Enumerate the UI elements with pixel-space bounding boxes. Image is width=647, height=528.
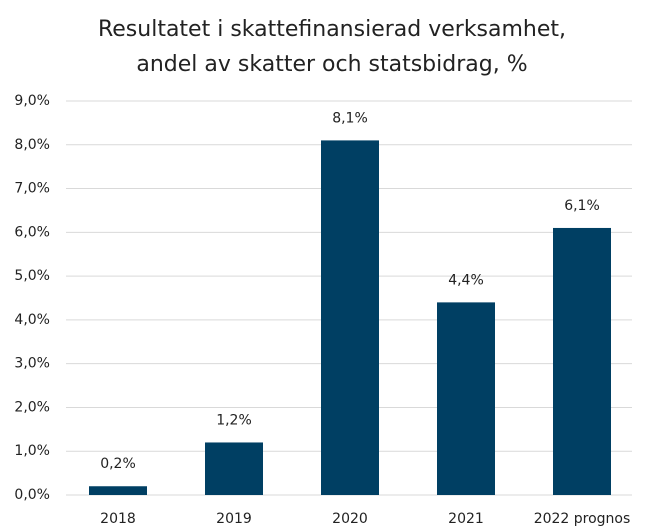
y-tick-label: 1,0% [14, 443, 50, 459]
x-tick-label: 2018 [100, 511, 136, 527]
x-tick-label: 2019 [216, 511, 252, 527]
y-tick-label: 3,0% [14, 356, 50, 372]
bar [553, 227, 611, 495]
y-tick-label: 9,0% [14, 93, 50, 109]
x-tick-label: 2020 [332, 511, 368, 527]
y-tick-label: 8,0% [14, 137, 50, 153]
bar [205, 442, 263, 495]
y-tick-label: 5,0% [14, 268, 50, 284]
y-tick-label: 0,0% [14, 487, 50, 503]
data-label: 6,1% [564, 198, 600, 214]
chart-title: andel av skatter och statsbidrag, % [136, 52, 527, 77]
y-tick-label: 2,0% [14, 399, 50, 415]
data-label: 1,2% [216, 412, 252, 428]
bar [437, 302, 495, 495]
x-tick-label: 2021 [448, 511, 484, 527]
x-tick-label: 2022 prognos [534, 511, 631, 527]
chart-title: Resultatet i skattefinansierad verksamhe… [98, 17, 566, 42]
data-label: 4,4% [448, 272, 484, 288]
bar [321, 140, 379, 495]
y-tick-label: 6,0% [14, 224, 50, 240]
data-label: 8,1% [332, 110, 368, 126]
y-tick-label: 7,0% [14, 181, 50, 197]
data-label: 0,2% [100, 456, 136, 472]
y-tick-label: 4,0% [14, 312, 50, 328]
bar [89, 486, 147, 495]
